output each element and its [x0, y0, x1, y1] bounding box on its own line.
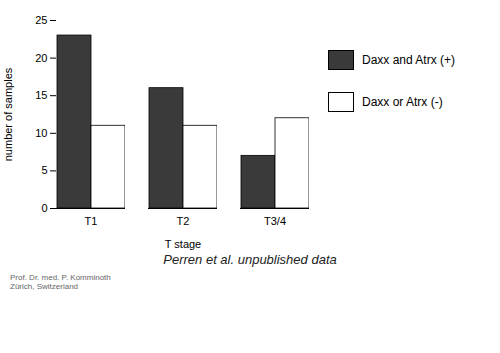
html-text:Prof. Dr. med. P. Komminoth Zü: Prof. Dr. med. P. Komminoth Zürich, Swit… — [10, 273, 111, 291]
svg-text:T3/4: T3/4 — [264, 215, 286, 227]
html-text:Perren et al. unpublished data: Perren et al. unpublished data — [163, 252, 337, 267]
svg-text:25: 25 — [35, 14, 47, 26]
html-text:Daxx or Atrx (-): Daxx or Atrx (-) — [362, 95, 443, 109]
svg-text:T stage: T stage — [165, 238, 202, 250]
svg-text:5: 5 — [41, 164, 47, 176]
svg-text:T1: T1 — [85, 215, 98, 227]
html-text:Daxx and Atrx (+): Daxx and Atrx (+) — [362, 53, 455, 67]
svg-text:20: 20 — [35, 52, 47, 64]
svg-text:0: 0 — [41, 202, 47, 214]
svg-text:number of samples: number of samples — [2, 67, 14, 161]
svg-text:T2: T2 — [177, 215, 190, 227]
svg-text:10: 10 — [35, 127, 47, 139]
svg-text:15: 15 — [35, 89, 47, 101]
